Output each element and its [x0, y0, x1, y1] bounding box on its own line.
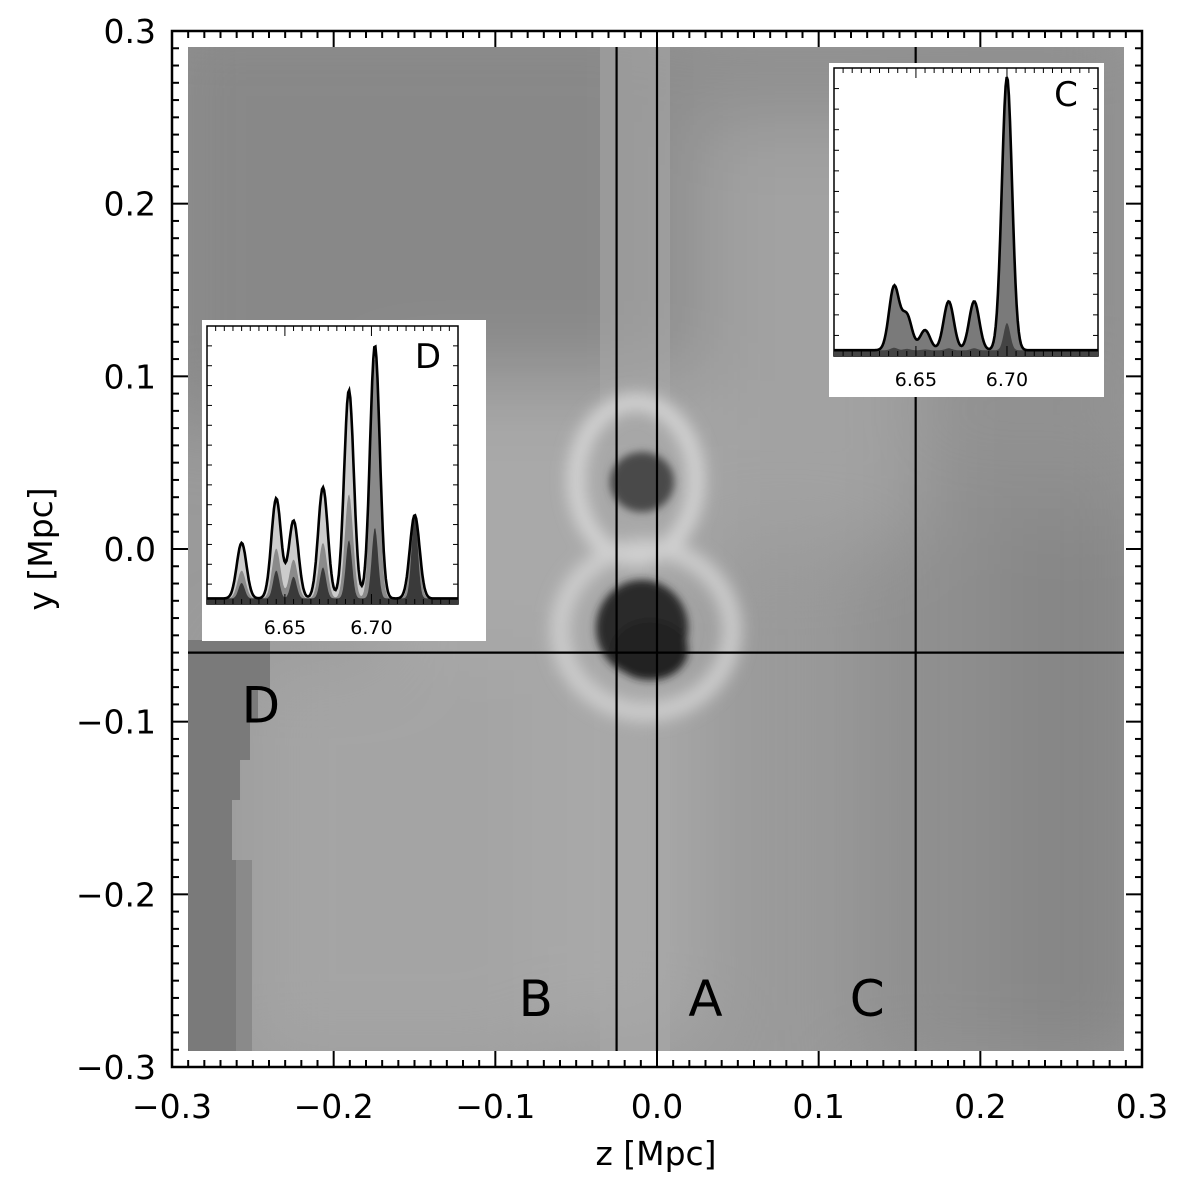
region-label-a: A — [688, 970, 722, 1028]
region-label-c: C — [850, 970, 885, 1028]
y-tick-label: −0.3 — [76, 1048, 156, 1087]
x-tick-label: 0.2 — [954, 1087, 1006, 1126]
inset-d-tick-labels: 6.65 6.70 — [264, 617, 393, 639]
inset-d-x-tick-label: 6.70 — [350, 617, 392, 639]
inset-d-ticks — [207, 326, 458, 604]
y-tick-label: 0.2 — [104, 185, 156, 224]
inset-c-plot — [834, 76, 1098, 356]
inset-c-spectrum-outline — [834, 76, 1098, 352]
x-tick-label: 0.3 — [1116, 1087, 1168, 1126]
inset-c-x-tick-label: 6.70 — [986, 369, 1028, 391]
x-tick-label: 0.1 — [792, 1087, 844, 1126]
y-tick-label: 0.0 — [104, 530, 156, 569]
x-tick-label: −0.1 — [455, 1087, 535, 1126]
y-tick-label: −0.1 — [76, 703, 156, 742]
x-tick-label: −0.3 — [132, 1087, 212, 1126]
inset-spectrum-c: 6.65 6.70 C — [829, 63, 1104, 397]
region-labels: B A C D — [242, 676, 885, 1028]
region-label-d: D — [242, 676, 281, 734]
inset-c-frame — [833, 67, 1099, 357]
inset-d-plot — [207, 344, 458, 604]
inset-d-corner-label: D — [415, 337, 441, 377]
x-tick-label: −0.2 — [294, 1087, 374, 1126]
inset-c-x-tick-label: 6.65 — [895, 369, 937, 391]
y-tick-label: −0.2 — [76, 875, 156, 914]
inset-c-corner-label: C — [1054, 75, 1078, 115]
inset-c-ticks — [834, 68, 1098, 356]
y-axis-title: y [Mpc] — [21, 487, 60, 610]
y-tick-label: 0.3 — [104, 12, 156, 51]
inset-d-x-tick-label: 6.65 — [264, 617, 306, 639]
region-label-b: B — [519, 970, 553, 1028]
x-axis-title: z [Mpc] — [595, 1134, 716, 1173]
y-axis-tick-labels: 0.3 0.2 0.1 0.0 −0.1 −0.2 −0.3 — [76, 12, 156, 1087]
axis-ticks — [171, 30, 1143, 1068]
inset-d-spectrum-outline — [207, 344, 458, 600]
inset-c-tick-labels: 6.65 6.70 — [895, 369, 1028, 391]
x-tick-label: 0.0 — [631, 1087, 683, 1126]
x-axis-tick-labels: −0.3 −0.2 −0.1 0.0 0.1 0.2 0.3 — [132, 1087, 1168, 1126]
y-tick-label: 0.1 — [104, 357, 156, 396]
inset-c-spectrum-component-1 — [834, 323, 1098, 356]
inset-spectrum-d: 6.65 6.70 D — [202, 320, 486, 641]
